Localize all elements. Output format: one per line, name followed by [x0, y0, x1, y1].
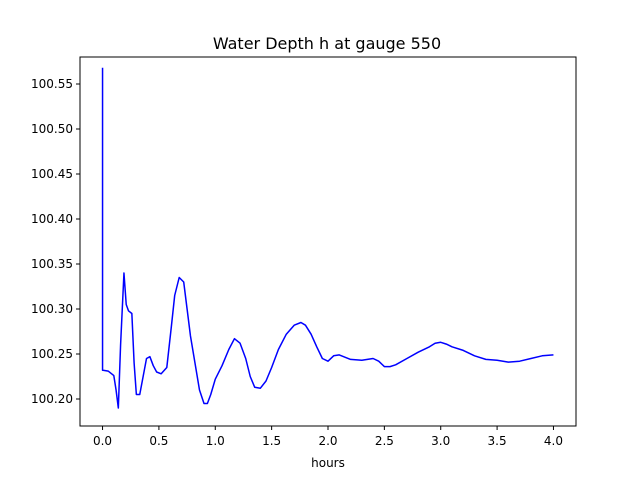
y-axis: 100.20 100.25 100.30 100.35 100.40 100.45 100.… [31, 77, 80, 406]
y-tick-label: 100.25 [31, 347, 73, 361]
x-axis-label: hours [311, 456, 345, 470]
y-tick-label: 100.55 [31, 77, 73, 91]
series-line [101, 67, 554, 409]
y-tick-label: 100.35 [31, 257, 73, 271]
x-tick-label: 1.5 [262, 434, 281, 448]
chart-title: Water Depth h at gauge 550 [213, 34, 441, 53]
y-tick-label: 100.30 [31, 302, 73, 316]
x-tick-label: 0.5 [149, 434, 168, 448]
plot-frame [79, 56, 577, 427]
y-tick-label: 100.40 [31, 212, 73, 226]
x-axis: 0.0 0.5 1.0 1.5 2.0 2.5 3.0 3.5 4.0 [93, 426, 563, 448]
y-tick-label: 100.50 [31, 122, 73, 136]
y-tick-label: 100.20 [31, 392, 73, 406]
x-tick-label: 3.5 [488, 434, 507, 448]
x-tick-label: 2.5 [375, 434, 394, 448]
x-tick-label: 3.0 [431, 434, 450, 448]
x-tick-label: 4.0 [544, 434, 563, 448]
y-tick-label: 100.45 [31, 167, 73, 181]
x-tick-label: 1.0 [206, 434, 225, 448]
x-tick-label: 2.0 [318, 434, 337, 448]
plot-area [101, 67, 554, 409]
x-tick-label: 0.0 [93, 434, 112, 448]
